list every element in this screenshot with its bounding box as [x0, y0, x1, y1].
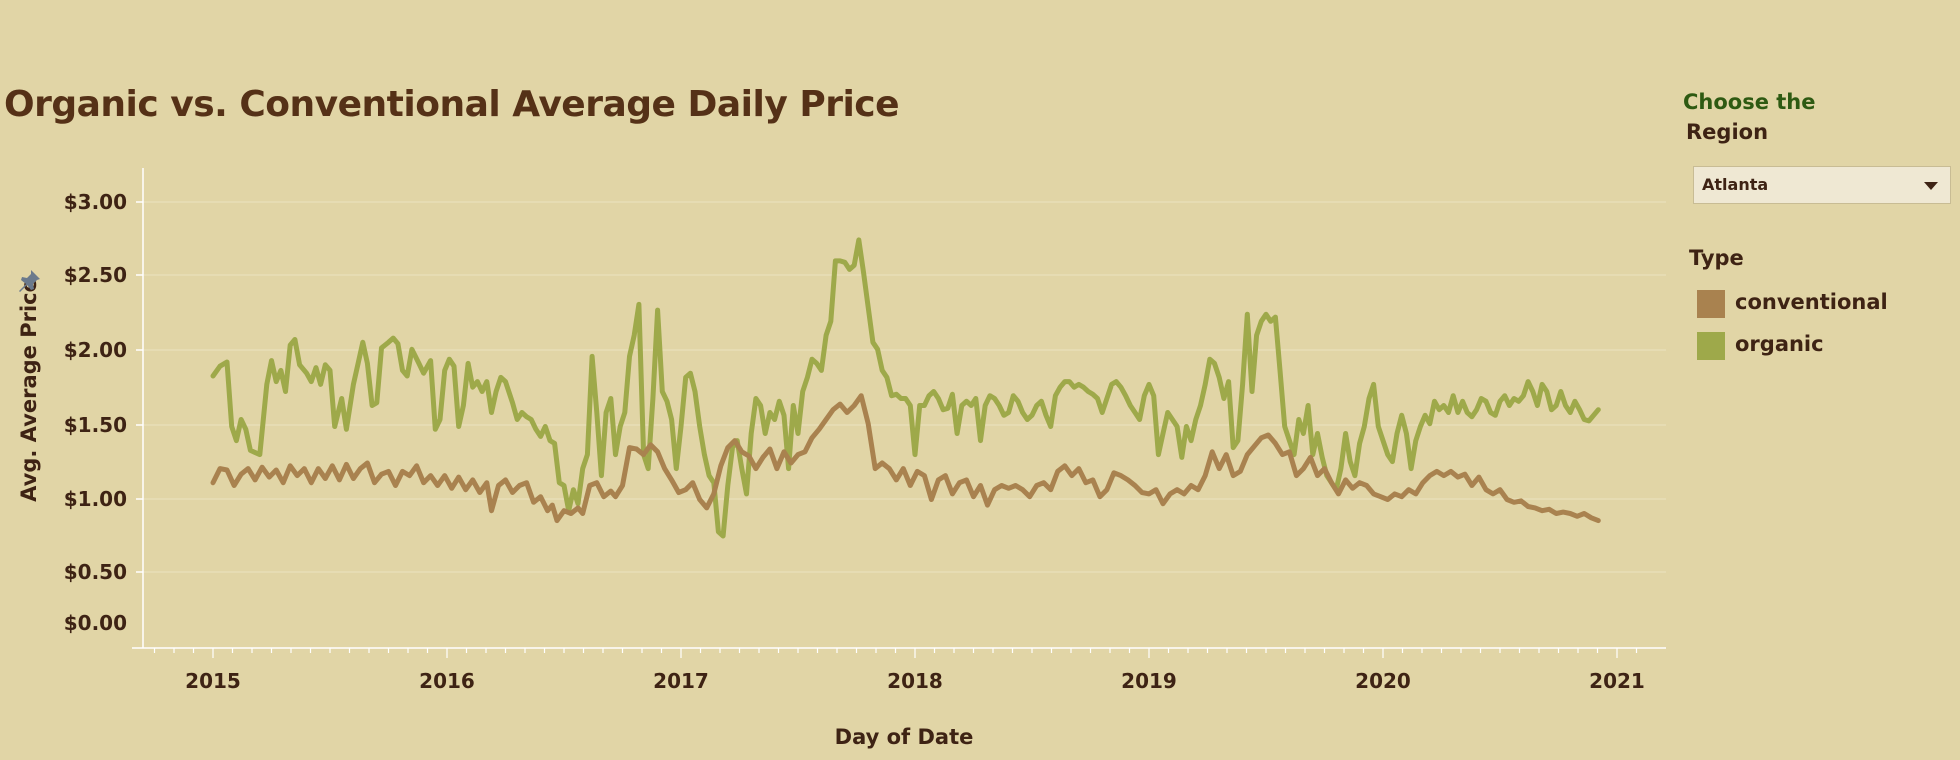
legend-label-conventional: conventional [1735, 290, 1888, 314]
x-tick-label: 2016 [419, 669, 475, 693]
y-tick-label: $2.00 [64, 338, 127, 362]
y-tick-label: $0.50 [64, 560, 127, 584]
pin-icon[interactable] [16, 268, 42, 298]
y-tick-label: $3.00 [64, 190, 127, 214]
series-lines [210, 237, 1601, 539]
legend-swatch-organic [1697, 332, 1725, 360]
region-label-line2: Region [1686, 120, 1769, 144]
x-axis-label: Day of Date [835, 725, 974, 749]
x-tick-label: 2018 [887, 669, 943, 693]
legend-swatch-conventional [1697, 290, 1725, 318]
y-tick-label: $2.50 [64, 263, 127, 287]
y-tick-label: $1.50 [64, 413, 127, 437]
page-title: Organic vs. Conventional Average Daily P… [4, 84, 900, 125]
y-tick-label: $0.00 [64, 611, 127, 635]
y-axis-ticks: $0.00 $0.50 $1.00 $1.50 $2.00 $2.50 $3.00 [64, 190, 143, 635]
region-label-line1: Choose the [1683, 90, 1816, 114]
legend-label-organic: organic [1735, 332, 1824, 356]
series-line-conventional[interactable] [210, 393, 1601, 524]
y-tick-label: $1.00 [64, 487, 127, 511]
x-tick-label: 2021 [1589, 669, 1645, 693]
x-tick-label: 2015 [185, 669, 241, 693]
x-tick-label: 2019 [1121, 669, 1177, 693]
y-axis-label: Avg. Average Price [17, 278, 41, 502]
chevron-down-icon [1924, 182, 1938, 190]
x-axis-ticks: 2015 2016 2017 2018 2019 2020 2021 [153, 648, 1645, 693]
series-line-organic[interactable] [210, 237, 1601, 539]
region-dropdown-value: Atlanta [1702, 175, 1769, 194]
x-tick-label: 2017 [653, 669, 709, 693]
x-tick-label: 2020 [1355, 669, 1411, 693]
legend-title: Type [1689, 246, 1744, 270]
region-dropdown[interactable]: Atlanta [1693, 166, 1951, 204]
